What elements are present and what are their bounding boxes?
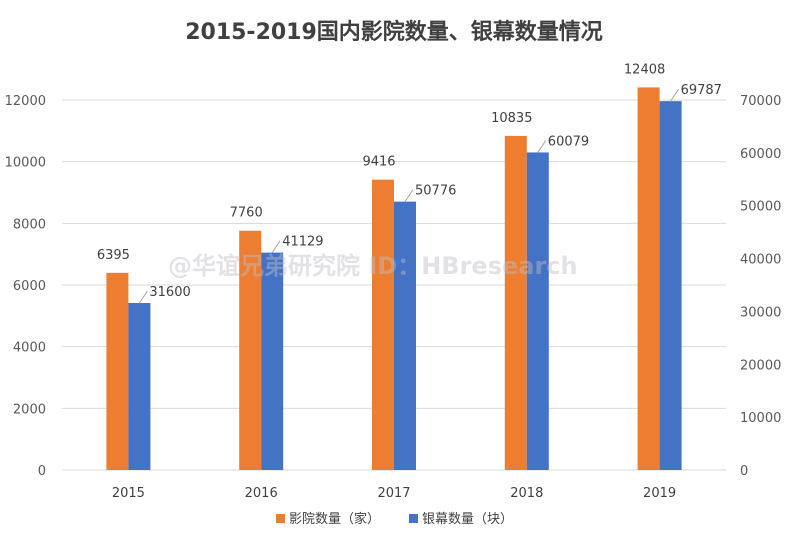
data-label-screens: 60079 xyxy=(548,134,589,149)
data-label-leader-line xyxy=(537,140,547,153)
bar-cinemas xyxy=(504,135,527,470)
x-tick-label: 2016 xyxy=(245,486,278,501)
x-tick-label: 2017 xyxy=(377,486,410,501)
y-right-tick-label: 60000 xyxy=(740,147,781,162)
y-left-tick-label: 10000 xyxy=(5,156,46,171)
y-right-tick-label: 10000 xyxy=(740,411,781,426)
y-left-tick-label: 0 xyxy=(38,464,46,479)
x-tick-label: 2018 xyxy=(510,486,543,501)
y-right-tick-label: 70000 xyxy=(740,94,781,109)
data-label-cinemas: 7760 xyxy=(230,206,263,221)
x-tick-label: 2019 xyxy=(643,486,676,501)
data-label-cinemas: 12408 xyxy=(624,62,665,77)
data-label-screens: 41129 xyxy=(282,235,323,250)
y-right-tick-label: 0 xyxy=(740,464,748,479)
y-right-tick-label: 20000 xyxy=(740,358,781,373)
data-label-cinemas: 9416 xyxy=(362,155,395,170)
x-tick-label: 2015 xyxy=(112,486,145,501)
y-right-tick-label: 40000 xyxy=(740,253,781,268)
bar-cinemas xyxy=(106,272,129,470)
data-label-cinemas: 6395 xyxy=(97,248,130,263)
bar-cinemas xyxy=(372,179,394,470)
y-left-tick-label: 6000 xyxy=(13,279,46,294)
data-label-leader-line xyxy=(271,240,281,253)
data-label-screens: 69787 xyxy=(681,83,722,98)
legend-swatch-cinemas xyxy=(276,514,285,523)
legend-swatch-screens xyxy=(409,514,418,523)
bar-screens xyxy=(394,201,416,471)
y-left-tick-label: 8000 xyxy=(13,217,46,232)
chart-title: 2015-2019国内影院数量、银幕数量情况 xyxy=(185,20,603,45)
y-right-tick-label: 50000 xyxy=(740,200,781,215)
bar-screens xyxy=(659,101,682,470)
y-left-tick-label: 4000 xyxy=(13,341,46,356)
watermark: @华谊兄弟研究院 ID：HBresearch xyxy=(168,252,578,280)
bar-cinemas xyxy=(637,87,660,471)
y-right-tick-label: 30000 xyxy=(740,305,781,320)
bar-screens xyxy=(128,302,151,470)
legend-label-cinemas: 影院数量（家） xyxy=(289,511,380,527)
y-left-tick-label: 2000 xyxy=(13,402,46,417)
data-label-cinemas: 10835 xyxy=(491,111,532,126)
data-label-leader-line xyxy=(404,189,414,202)
bar-screens xyxy=(261,252,284,470)
data-label-screens: 31600 xyxy=(149,285,190,300)
y-left-tick-label: 12000 xyxy=(5,94,46,109)
bar-cinemas xyxy=(239,230,262,470)
data-label-leader-line xyxy=(138,290,148,304)
data-label-leader-line xyxy=(670,88,680,102)
data-label-screens: 50776 xyxy=(415,184,456,199)
legend-label-screens: 银幕数量（块） xyxy=(422,512,513,527)
bar-screens xyxy=(526,152,549,470)
